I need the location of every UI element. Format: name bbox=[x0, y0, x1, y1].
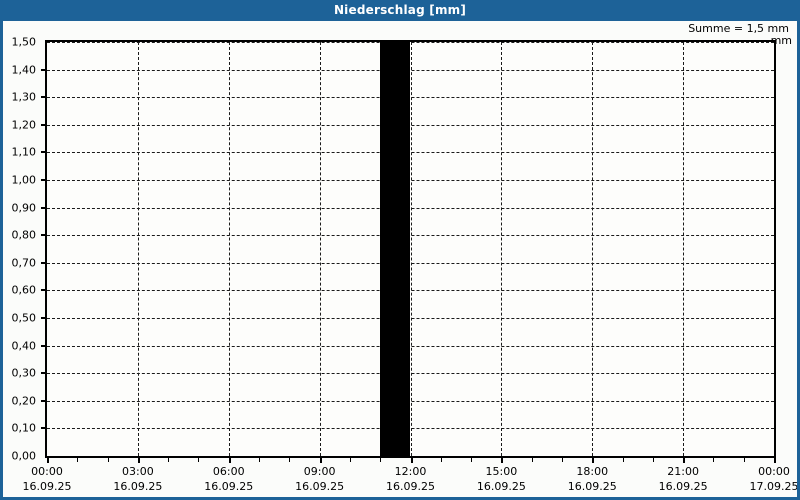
x-gridline bbox=[592, 42, 594, 456]
y-axis-tick-label: 1,40 bbox=[11, 63, 37, 77]
y-axis-tick-label: 1,20 bbox=[11, 118, 37, 132]
y-axis-tick bbox=[41, 234, 46, 237]
y-axis-tick-label: 0,30 bbox=[11, 366, 37, 380]
x-axis-date: 16.09.25 bbox=[22, 480, 72, 493]
y-axis-tick bbox=[41, 399, 46, 402]
y-axis-tick bbox=[41, 123, 46, 126]
sum-annotation: Summe = 1,5 mm bbox=[688, 22, 789, 35]
y-axis-tick-label: 0,00 bbox=[11, 449, 37, 463]
y-axis-tick-label: 0,40 bbox=[11, 339, 37, 353]
x-axis-tick-label: 03:00 16.09.25 bbox=[113, 464, 162, 494]
y-axis-tick bbox=[41, 261, 46, 264]
x-axis-tick-major bbox=[592, 458, 595, 463]
bar bbox=[380, 42, 411, 456]
y-axis-tick bbox=[41, 289, 46, 292]
x-axis-tick-major bbox=[501, 458, 504, 463]
x-axis-time: 03:00 bbox=[122, 465, 154, 478]
x-axis-time: 00:00 bbox=[31, 465, 63, 478]
x-axis-labels: 00:00 16.09.25 03:00 16.09.25 06:00 16.09.25 0… bbox=[3, 464, 799, 497]
x-gridline bbox=[501, 42, 503, 456]
x-axis-date: 16.09.25 bbox=[204, 480, 254, 493]
x-axis-tick-minor bbox=[259, 458, 261, 462]
y-axis-tick-label: 0,10 bbox=[11, 421, 37, 435]
x-axis-time: 00:00 bbox=[758, 465, 790, 478]
x-axis-tick-minor bbox=[622, 458, 624, 462]
x-axis-tick-minor bbox=[531, 458, 533, 462]
x-axis-tick-minor bbox=[713, 458, 715, 462]
x-axis-tick-minor bbox=[471, 458, 473, 462]
y-axis-tick bbox=[41, 68, 46, 71]
x-axis-tick-major bbox=[137, 458, 140, 463]
x-axis-time: 21:00 bbox=[667, 465, 699, 478]
x-axis-tick-minor bbox=[652, 458, 654, 462]
plot-area bbox=[45, 40, 776, 458]
x-axis-date: 17.09.25 bbox=[749, 480, 799, 493]
y-axis-tick-label: 0,90 bbox=[11, 201, 37, 215]
y-axis-tick-label: 0,80 bbox=[11, 228, 37, 242]
x-axis-tick-label: 00:00 17.09.25 bbox=[749, 464, 799, 494]
y-axis-tick-label: 0,70 bbox=[11, 256, 37, 270]
x-gridline bbox=[319, 42, 321, 456]
x-axis-tick-minor bbox=[561, 458, 563, 462]
y-axis-tick-label: 0,60 bbox=[11, 283, 37, 297]
x-axis-tick-label: 00:00 16.09.25 bbox=[23, 464, 72, 494]
y-axis-tick bbox=[41, 151, 46, 154]
x-axis-tick-minor bbox=[440, 458, 442, 462]
y-axis-tick bbox=[41, 344, 46, 347]
x-axis-tick-label: 21:00 16.09.25 bbox=[659, 464, 708, 494]
x-axis-tick-label: 15:00 16.09.25 bbox=[477, 464, 526, 494]
x-axis-tick-minor bbox=[198, 458, 200, 462]
x-axis-time: 12:00 bbox=[394, 465, 427, 478]
x-axis-tick-major bbox=[47, 458, 49, 463]
x-axis-date: 16.09.25 bbox=[476, 480, 526, 493]
x-axis-tick-minor bbox=[107, 458, 109, 462]
y-axis-labels: 1,50 1,40 1,30 1,20 1,10 1,00 0,90 0,80 0,70 0,60… bbox=[3, 36, 46, 463]
x-axis-tick-minor bbox=[168, 458, 170, 462]
x-axis-time: 18:00 bbox=[576, 465, 609, 478]
x-gridline bbox=[410, 42, 412, 456]
x-gridline bbox=[137, 42, 139, 456]
x-axis-date: 16.09.25 bbox=[295, 480, 345, 493]
x-axis-time: 06:00 bbox=[212, 465, 245, 478]
x-axis-time: 09:00 bbox=[303, 465, 336, 478]
x-axis-tick-label: 18:00 16.09.25 bbox=[568, 464, 617, 494]
x-axis-tick-label: 06:00 16.09.25 bbox=[204, 464, 253, 494]
y-axis-tick bbox=[41, 179, 46, 181]
x-axis-tick-major bbox=[683, 458, 686, 463]
y-axis-tick-label: 1,30 bbox=[11, 90, 37, 104]
x-axis-tick-minor bbox=[77, 458, 79, 462]
y-axis-tick bbox=[41, 372, 46, 375]
x-gridline bbox=[683, 42, 685, 456]
x-axis-tick-major bbox=[774, 458, 776, 463]
x-axis-tick-minor bbox=[380, 458, 382, 462]
y-axis-tick-label: 0,50 bbox=[11, 311, 37, 325]
x-axis-tick-minor bbox=[743, 458, 745, 462]
x-axis-ticks bbox=[45, 458, 776, 464]
x-axis-tick-label: 12:00 16.09.25 bbox=[386, 464, 435, 494]
x-axis-tick-major bbox=[410, 458, 413, 463]
x-axis-tick-minor bbox=[289, 458, 291, 462]
y-axis-tick-label: 0,20 bbox=[11, 394, 37, 408]
y-axis-tick bbox=[41, 317, 46, 319]
x-axis-tick-label: 09:00 16.09.25 bbox=[295, 464, 344, 494]
y-axis-tick bbox=[41, 96, 46, 99]
x-axis-date: 16.09.25 bbox=[567, 480, 617, 493]
window-title-bar: Niederschlag [mm] bbox=[3, 0, 797, 21]
x-axis-tick-major bbox=[319, 458, 322, 463]
x-axis-time: 15:00 bbox=[485, 465, 518, 478]
y-axis-tick-label: 1,10 bbox=[11, 145, 37, 159]
x-axis-date: 16.09.25 bbox=[386, 480, 435, 493]
y-axis-tick bbox=[41, 206, 46, 209]
x-gridline bbox=[228, 42, 230, 456]
page-title: Niederschlag [mm] bbox=[333, 3, 467, 17]
x-axis-tick-minor bbox=[349, 458, 351, 462]
x-axis-tick-major bbox=[228, 458, 231, 463]
x-axis-date: 16.09.25 bbox=[658, 480, 708, 493]
y-axis-tick bbox=[41, 427, 46, 430]
y-axis-tick-label: 1,50 bbox=[11, 35, 37, 49]
y-axis-tick-label: 1,00 bbox=[11, 173, 37, 187]
x-axis-date: 16.09.25 bbox=[113, 480, 163, 493]
